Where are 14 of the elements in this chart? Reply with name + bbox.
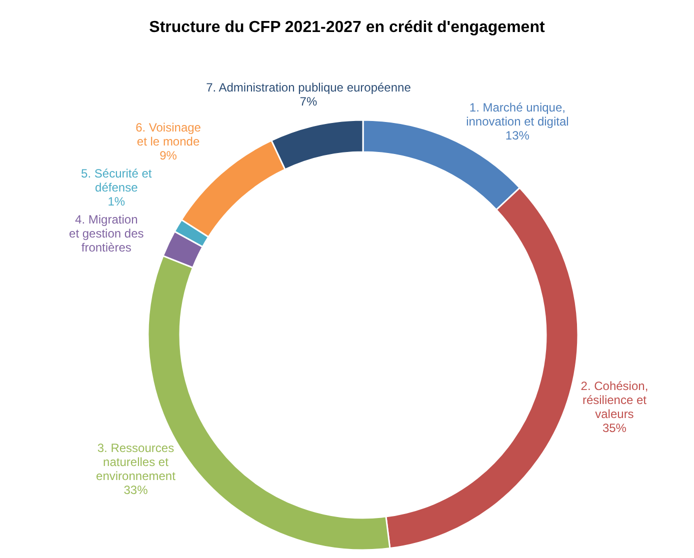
- slice-label: 1. Marché unique, innovation et digital: [466, 100, 569, 129]
- slice-label: 2. Cohésion, résilience et valeurs: [580, 378, 648, 421]
- data-label: 1%: [108, 194, 126, 208]
- slice-label: 4. Migration et gestion des frontières: [69, 212, 144, 254]
- data-label: 33%: [124, 483, 148, 498]
- data-label: 13%: [505, 128, 530, 143]
- data-label: 7%: [300, 94, 318, 108]
- data-label: 9%: [160, 148, 178, 162]
- data-label: 35%: [602, 420, 627, 435]
- slice-label: 5. Sécurité et défense: [81, 166, 152, 194]
- slice-label: 3. Ressources naturelles et environnement: [96, 441, 176, 484]
- slice-label: 7. Administration publique européenne: [206, 80, 412, 94]
- slice-label: 6. Voisinage et le monde: [136, 120, 202, 148]
- chart-title: Structure du CFP 2021-2027 en crédit d'engagement: [149, 19, 546, 36]
